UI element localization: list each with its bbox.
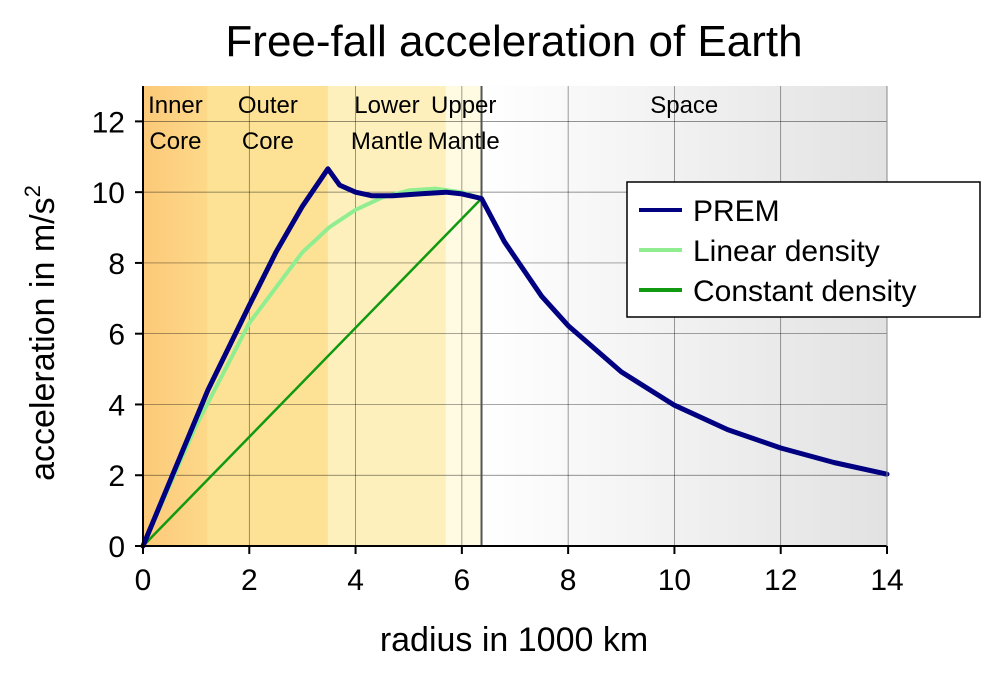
legend-label: Linear density (693, 235, 880, 268)
region-label-line1: Space (650, 92, 718, 119)
chart-title: Free-fall acceleration of Earth (225, 17, 802, 66)
region-label-line1: Lower (354, 92, 419, 119)
series-line-linear-density (141, 186, 484, 548)
x-tick-label: 10 (658, 564, 691, 597)
y-tick-label: 10 (92, 177, 125, 210)
x-tick-label: 0 (135, 564, 152, 597)
axes (135, 86, 888, 554)
y-tick-label: 6 (108, 319, 125, 352)
x-tick-label: 6 (454, 564, 471, 597)
series-line-constant-density (141, 197, 483, 548)
legend-label: PREM (693, 195, 780, 228)
x-tick-label: 12 (764, 564, 797, 597)
legend-box (626, 181, 981, 318)
y-tick-label: 0 (108, 531, 125, 564)
region-band-4 (445, 86, 482, 546)
series-line-prem (140, 166, 890, 549)
region-band-3 (327, 86, 446, 546)
x-axis-title: radius in 1000 km (380, 621, 648, 659)
legend-label: Constant density (693, 275, 916, 308)
series-lines (140, 166, 890, 549)
x-tick-label: 4 (347, 564, 364, 597)
region-label-line2: Mantle (428, 128, 500, 155)
region-band-2 (207, 86, 328, 546)
region-label-line1: Inner (148, 92, 203, 119)
y-tick-label: 2 (108, 460, 125, 493)
x-tick-label: 14 (870, 564, 903, 597)
y-axis-title: acceleration in m/s2 (20, 185, 62, 481)
y-tick-label: 4 (108, 389, 125, 422)
y-tick-label: 8 (108, 248, 125, 281)
region-label-line1: Upper (431, 92, 496, 119)
region-label-line1: Outer (238, 92, 298, 119)
region-labels: Inner Core Outer Core Lower Mantle Upper Mantle… (148, 92, 718, 155)
y-axis-title-superscript: 2 (20, 185, 45, 197)
y-axis-title-main: acceleration in m/s (24, 197, 62, 480)
region-label-line2: Core (242, 128, 294, 155)
legend: PREM Linear density Constant density (626, 181, 981, 318)
tick-labels: 0 2 4 6 8 10 12 14 0 2 4 6 8 10 12 (92, 106, 904, 597)
x-tick-label: 2 (241, 564, 258, 597)
y-tick-label: 12 (92, 106, 125, 139)
x-tick-label: 8 (560, 564, 577, 597)
region-label-line2: Mantle (351, 128, 423, 155)
region-label-line2: Core (149, 128, 201, 155)
